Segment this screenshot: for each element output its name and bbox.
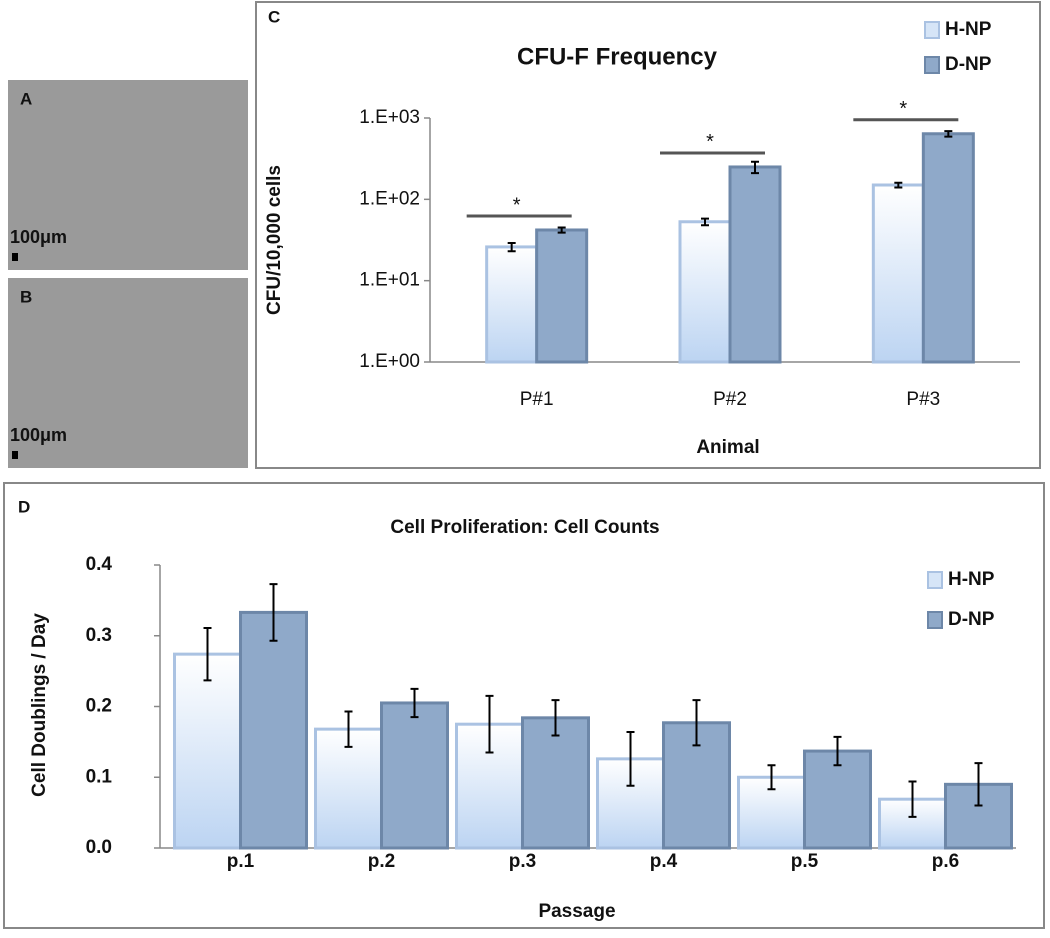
legend-label: H-NP — [945, 19, 992, 40]
panel-label: D — [18, 497, 30, 516]
significance-label: * — [513, 194, 521, 216]
x-tick-label: p.5 — [791, 851, 819, 872]
x-tick-label: p.2 — [368, 851, 395, 872]
bar — [173, 652, 242, 850]
bar — [380, 701, 449, 850]
panel-label: B — [20, 287, 32, 306]
x-tick-label: p.3 — [509, 851, 536, 872]
error-bar — [974, 762, 983, 807]
x-tick-label: P#3 — [906, 389, 940, 410]
y-tick-label: 0.1 — [86, 766, 113, 787]
scale-label: 100μm — [10, 227, 67, 247]
chart-title: Cell Proliferation: Cell Counts — [390, 517, 659, 538]
y-axis-title: Cell Doublings / Day — [29, 613, 50, 797]
legend-label: D-NP — [945, 54, 992, 75]
bar — [803, 749, 872, 850]
y-tick-label: 1.E+01 — [359, 270, 420, 291]
error-bar — [551, 699, 560, 737]
micrograph — [8, 278, 248, 468]
y-tick-label: 0.0 — [86, 837, 112, 858]
y-tick-label: 0.2 — [86, 696, 112, 717]
bar — [239, 610, 308, 850]
bar — [921, 132, 975, 364]
error-bar — [692, 699, 701, 747]
error-bar — [944, 130, 953, 138]
y-tick-label: 0.3 — [86, 625, 112, 646]
bar — [485, 245, 539, 364]
panel-frame — [3, 482, 1045, 929]
bar — [535, 228, 589, 364]
error-bar — [410, 687, 419, 719]
x-tick-label: P#2 — [713, 389, 747, 410]
error-bar — [701, 217, 709, 227]
panel-frame — [255, 1, 1041, 469]
y-tick-label: 0.4 — [86, 554, 113, 575]
legend-swatch — [927, 611, 943, 629]
scale-bar — [12, 451, 18, 459]
legend-label: D-NP — [948, 609, 995, 630]
error-bar — [507, 242, 516, 253]
legend-swatch — [927, 571, 943, 589]
y-axis-title: CFU/10,000 cells — [264, 165, 285, 315]
error-bar — [751, 160, 759, 175]
y-tick-label: 1.E+02 — [359, 188, 420, 209]
y-tick-label: 1.E+00 — [359, 351, 420, 372]
scale-label: 100μm — [10, 425, 67, 445]
x-tick-label: p.1 — [227, 851, 255, 872]
x-tick-label: p.4 — [650, 851, 678, 872]
error-bar — [894, 181, 903, 189]
bar — [871, 183, 925, 364]
y-tick-label: 1.E+03 — [359, 107, 420, 128]
error-bar — [908, 780, 917, 818]
micrograph — [8, 80, 248, 270]
error-bar — [344, 710, 353, 748]
bar — [678, 220, 732, 364]
error-bar — [557, 226, 566, 234]
panel-label: A — [20, 89, 32, 108]
x-axis-title: Passage — [538, 901, 615, 922]
x-axis-title: Animal — [696, 437, 759, 458]
x-tick-label: P#1 — [520, 389, 554, 410]
significance-label: * — [706, 131, 714, 153]
error-bar — [833, 735, 842, 767]
bar — [521, 716, 590, 850]
error-bar — [485, 694, 494, 754]
legend-label: H-NP — [948, 569, 995, 590]
x-tick-label: p.6 — [932, 851, 959, 872]
panel-label: C — [268, 7, 280, 26]
bar — [596, 757, 665, 850]
error-bar — [626, 730, 635, 787]
error-bar — [767, 764, 776, 791]
significance-label: * — [899, 98, 907, 120]
bar — [728, 165, 782, 364]
error-bar — [269, 583, 278, 642]
scale-bar — [12, 253, 18, 261]
chart-title: CFU-F Frequency — [517, 43, 718, 70]
error-bar — [203, 626, 212, 682]
legend-swatch — [924, 21, 940, 39]
legend-swatch — [924, 56, 940, 74]
